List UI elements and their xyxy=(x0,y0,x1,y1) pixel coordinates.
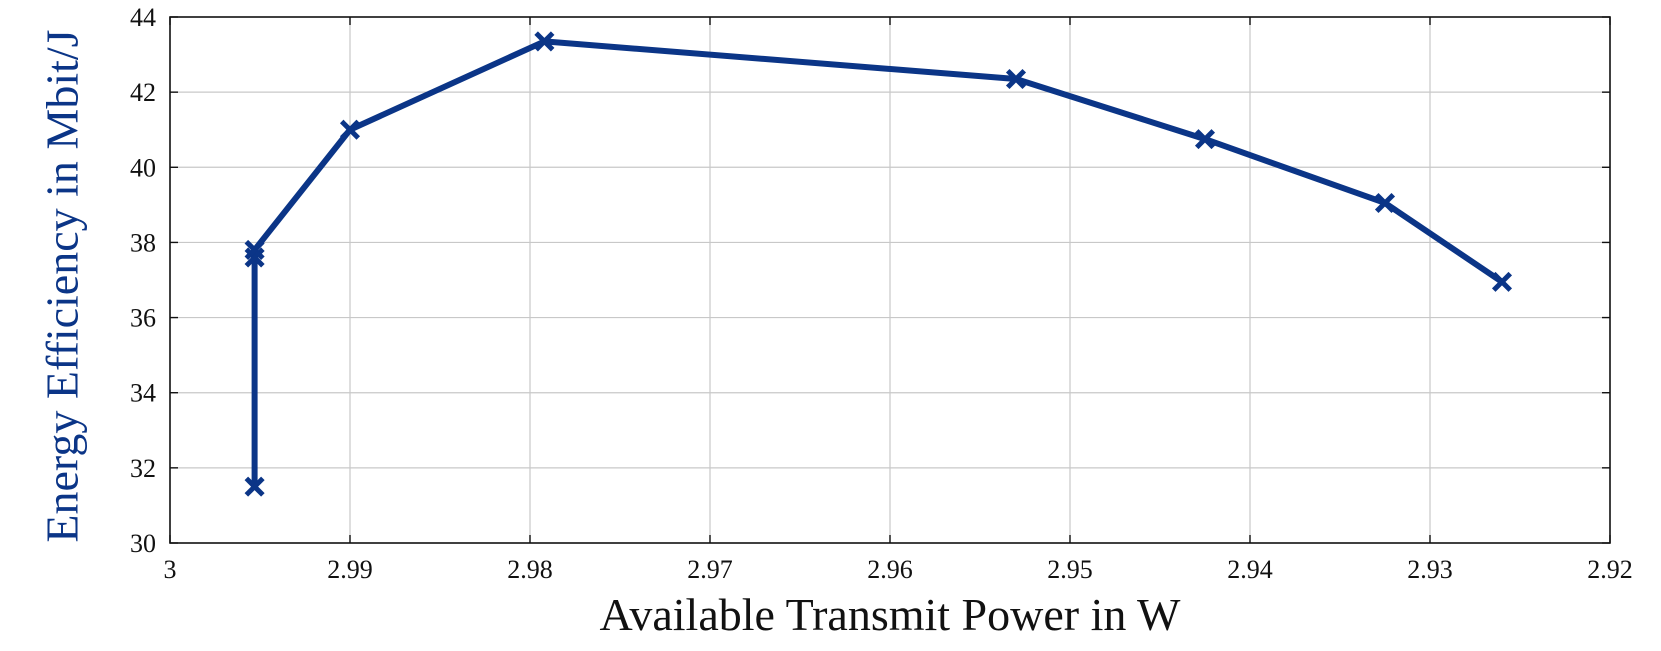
y-tick-label: 40 xyxy=(130,153,156,182)
x-tick-label: 2.98 xyxy=(507,555,553,584)
grid xyxy=(170,17,1610,543)
x-axis-title: Available Transmit Power in W xyxy=(600,589,1182,640)
y-axis-title: Energy Efficiency in Mbit/J xyxy=(37,29,88,542)
y-tick-label: 32 xyxy=(130,454,156,483)
x-tick-label: 2.93 xyxy=(1407,555,1453,584)
series-line xyxy=(251,38,1505,490)
x-tick-label: 2.96 xyxy=(867,555,913,584)
series-layer xyxy=(244,31,1513,497)
data-point-marker xyxy=(534,31,555,52)
tick-layer: 3 2.99 2.98 2.97 2.96 2.95 2.94 2.93 2.92 30 32 34 3… xyxy=(130,3,1633,584)
y-tick-label: 44 xyxy=(130,3,156,32)
data-point-marker xyxy=(1374,192,1396,214)
data-point-marker xyxy=(244,476,265,497)
y-tick-label: 34 xyxy=(130,379,156,408)
data-point-marker xyxy=(1491,271,1513,292)
data-point-marker xyxy=(1194,129,1216,150)
data-point-marker xyxy=(339,119,361,140)
x-tick-label: 2.94 xyxy=(1227,555,1273,584)
y-tick-label: 38 xyxy=(130,228,156,257)
y-tick-label: 36 xyxy=(130,304,156,333)
y-tick-label: 42 xyxy=(130,78,156,107)
x-tick-label: 2.92 xyxy=(1587,555,1633,584)
x-tick-label: 3 xyxy=(164,555,177,584)
data-point-marker xyxy=(1005,68,1027,90)
y-tick-label: 30 xyxy=(130,529,156,558)
data-point-marker xyxy=(244,239,265,260)
x-tick-label: 2.95 xyxy=(1047,555,1093,584)
x-tick-label: 2.97 xyxy=(687,555,733,584)
x-tick-label: 2.99 xyxy=(327,555,373,584)
